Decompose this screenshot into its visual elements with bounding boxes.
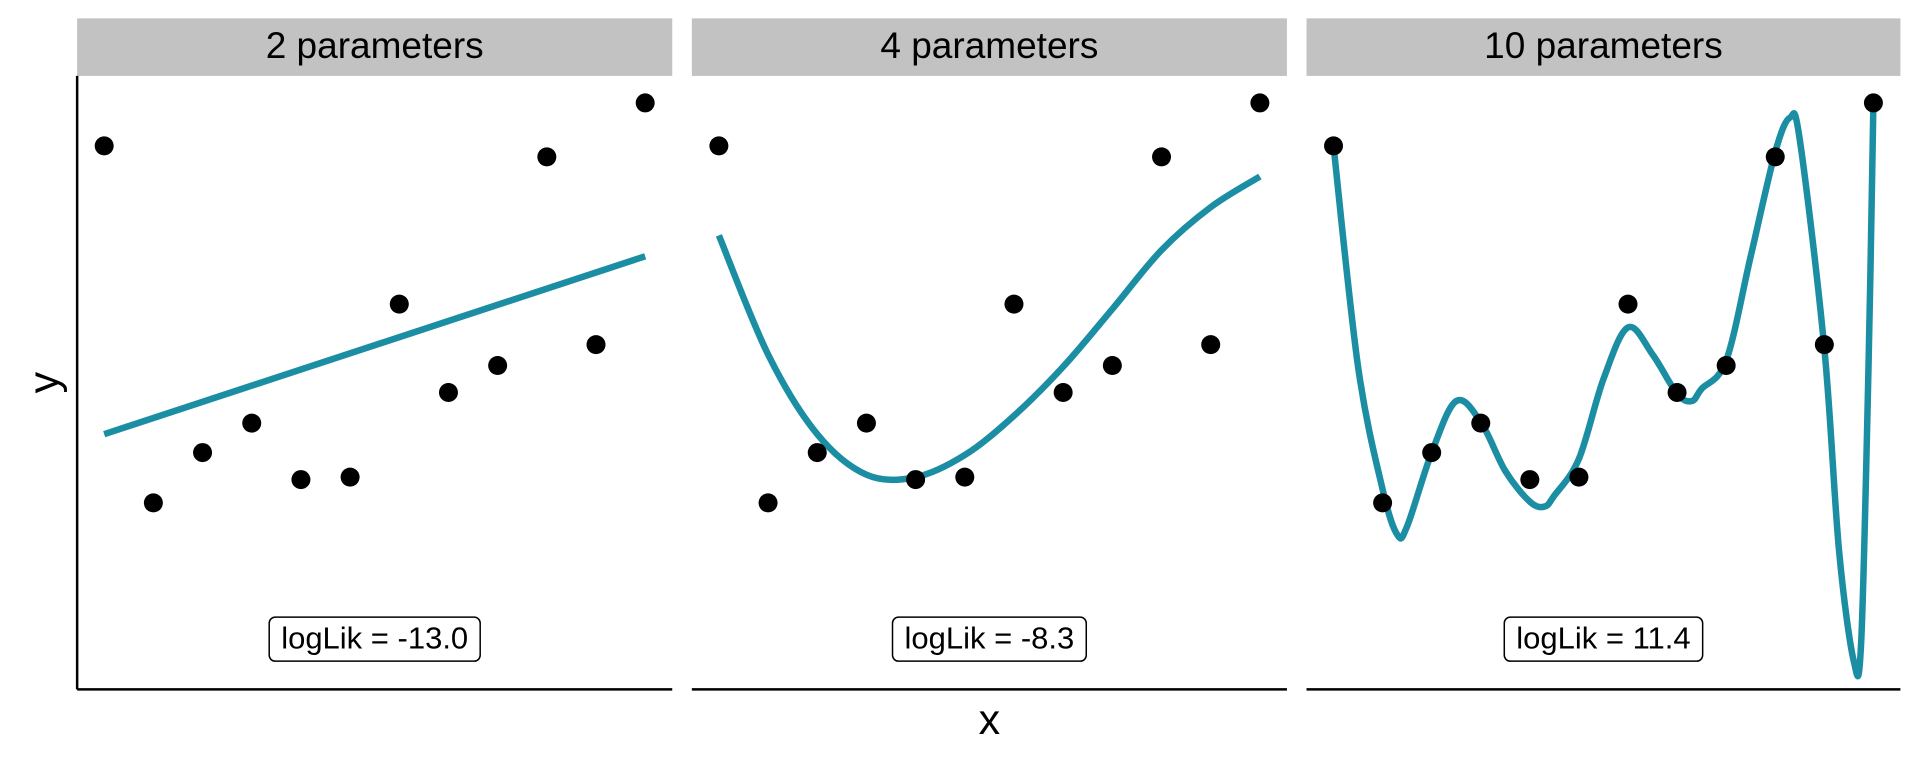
facet-title: 4 parameters	[880, 25, 1098, 66]
annotation: logLik = 11.4	[1516, 620, 1690, 655]
y-axis-label: y	[20, 371, 68, 393]
data-point	[586, 335, 606, 355]
data-point	[1520, 470, 1540, 490]
data-point	[807, 443, 827, 463]
data-point	[1667, 382, 1687, 402]
data-point	[1422, 443, 1442, 463]
annotation: logLik = -13.0	[281, 620, 468, 655]
data-point	[1569, 467, 1589, 487]
data-point	[856, 413, 876, 433]
data-point	[389, 294, 409, 314]
data-point	[242, 413, 262, 433]
data-point	[1716, 355, 1736, 375]
data-point	[709, 136, 729, 156]
x-axis-label: x	[979, 696, 1001, 744]
data-point	[537, 147, 557, 167]
data-point	[1152, 147, 1172, 167]
fit-line	[715, 173, 1262, 484]
data-point	[1863, 93, 1883, 113]
data-point	[758, 493, 778, 513]
facet-strip	[1306, 18, 1901, 76]
data-point	[1102, 355, 1122, 375]
data-point	[143, 493, 163, 513]
data-point	[1201, 335, 1221, 355]
facet-title: 10 parameters	[1484, 25, 1723, 66]
data-point	[1053, 382, 1073, 402]
data-point	[94, 136, 114, 156]
data-point	[955, 467, 975, 487]
data-point	[193, 443, 213, 463]
facet-strip	[77, 18, 673, 76]
data-point	[1471, 413, 1491, 433]
data-point	[488, 355, 508, 375]
data-point	[1618, 294, 1638, 314]
data-point	[1373, 493, 1393, 513]
facet-strip	[691, 18, 1287, 76]
data-point	[340, 467, 360, 487]
annotation-box	[1503, 616, 1704, 662]
data-point	[906, 470, 926, 490]
annotation-box	[268, 616, 481, 662]
data-point	[1250, 93, 1270, 113]
facet-title: 2 parameters	[266, 25, 484, 66]
data-point	[1814, 335, 1834, 355]
data-point	[1004, 294, 1024, 314]
annotation-box	[891, 616, 1088, 662]
data-point	[1765, 147, 1785, 167]
annotation: logLik = -8.3	[905, 620, 1075, 655]
data-point	[291, 470, 311, 490]
data-point	[438, 382, 458, 402]
data-point	[1324, 136, 1344, 156]
fit-line	[103, 253, 647, 438]
fit-line	[1330, 102, 1877, 680]
data-point	[635, 93, 655, 113]
